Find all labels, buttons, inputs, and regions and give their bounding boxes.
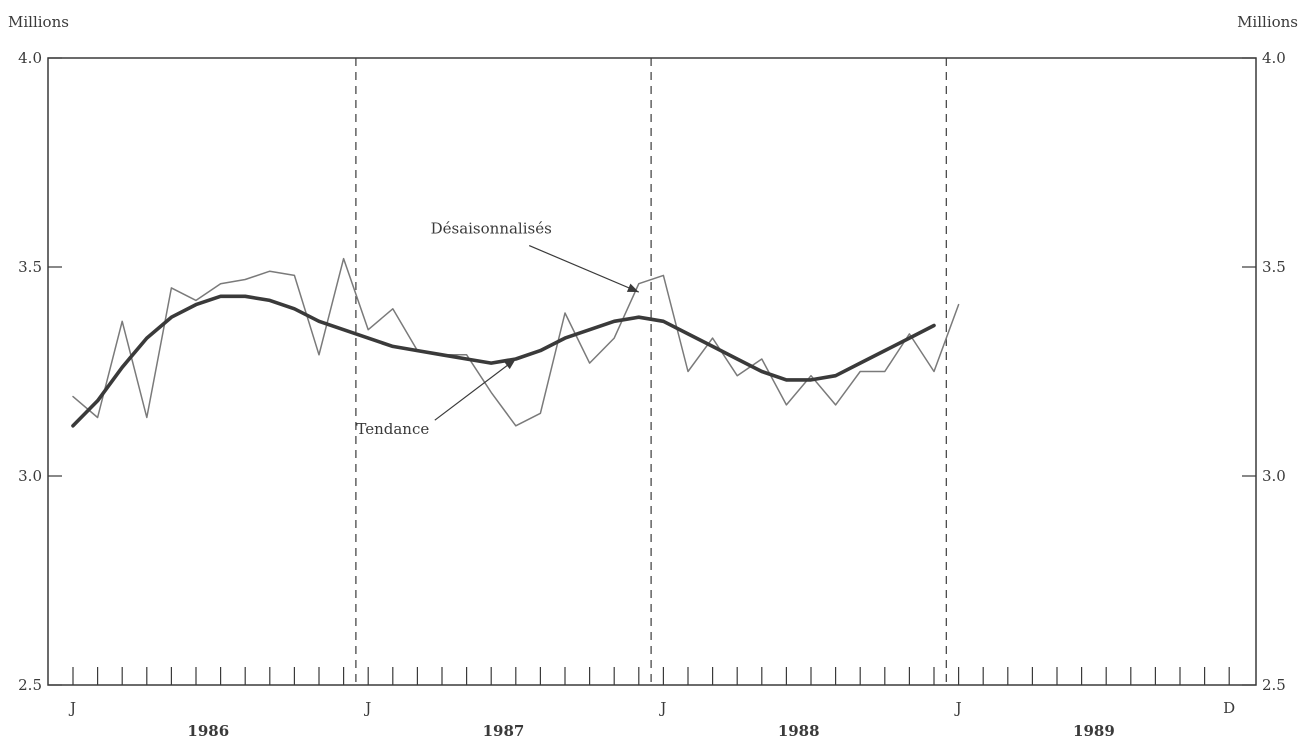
annotation-label: Tendance [356, 420, 429, 438]
y-tick-label-right: 4.0 [1262, 49, 1286, 67]
annotation-label: Désaisonnalisés [431, 220, 552, 238]
y-tick-label-left: 2.5 [18, 676, 42, 694]
x-year-label: 1989 [1073, 722, 1115, 740]
x-axis: J J J J D 1986 1987 1988 1989 [68, 699, 1235, 740]
x-month-label: D [1223, 699, 1235, 717]
series-line-tendance [71, 294, 936, 428]
x-year-label: 1986 [187, 722, 229, 740]
annotation-arrowhead [504, 358, 516, 370]
y-tick-label-right: 3.0 [1262, 467, 1286, 485]
annotation-arrow-line [434, 358, 517, 421]
annotation-arrowhead [626, 283, 639, 293]
y-tick-label-left: 3.5 [18, 258, 42, 276]
x-month-label: J [68, 699, 76, 717]
y-tick-label-right: 2.5 [1262, 676, 1286, 694]
month-ticks [72, 667, 1230, 685]
y-tick-label-right: 3.5 [1262, 258, 1286, 276]
annotations: Désaisonnalisés Tendance [356, 220, 640, 438]
annotation-arrow-line [528, 245, 640, 293]
x-month-label: J [954, 699, 962, 717]
year-dividers [355, 58, 947, 685]
y-tick-label-left: 3.0 [18, 467, 42, 485]
plot-frame [47, 57, 1257, 686]
x-month-label: J [658, 699, 666, 717]
y-axis: 2.5 2.5 3.0 3.0 3.5 3.5 4.0 4.0 [18, 49, 1286, 694]
left-axis-unit: Millions [8, 13, 69, 31]
x-year-label: 1987 [483, 722, 525, 740]
series-line-desaisonnalises [72, 257, 960, 427]
series-lines [71, 257, 960, 428]
y-tick-label-left: 4.0 [18, 49, 42, 67]
x-year-label: 1988 [778, 722, 820, 740]
right-axis-unit: Millions [1237, 13, 1298, 31]
x-month-label: J [363, 699, 371, 717]
